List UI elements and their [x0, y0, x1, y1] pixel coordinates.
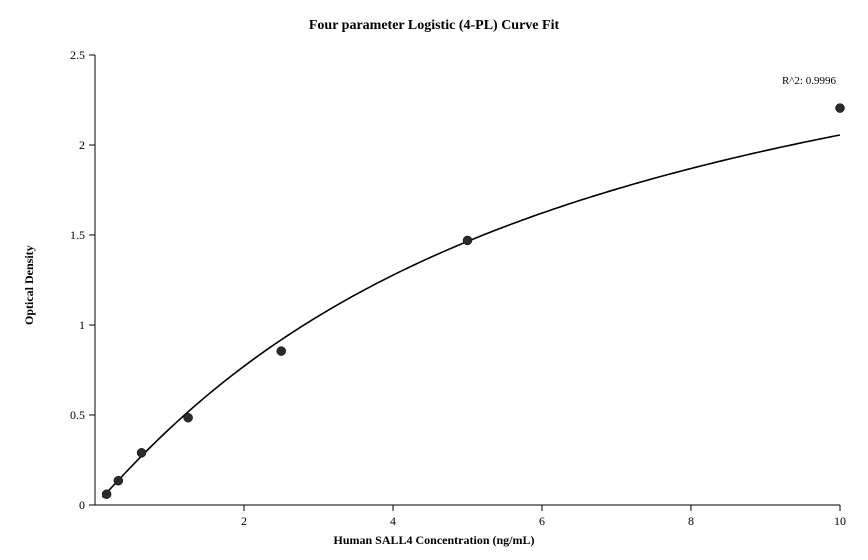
x-tick-label: 10 [834, 514, 846, 528]
data-point [184, 413, 193, 422]
data-point [463, 236, 472, 245]
data-point [836, 104, 845, 113]
x-tick-label: 6 [539, 514, 545, 528]
data-point [102, 490, 111, 499]
x-tick-label: 2 [241, 514, 247, 528]
y-tick-label: 1.5 [70, 228, 85, 242]
x-tick-label: 4 [390, 514, 396, 528]
fit-curve [102, 135, 840, 497]
y-tick-label: 0.5 [70, 408, 85, 422]
y-tick-label: 0 [79, 498, 85, 512]
plot-svg: 0 0.5 1 1.5 2 2.5 2 4 6 8 10 [0, 0, 868, 560]
y-tick-label: 2.5 [70, 48, 85, 62]
x-tick-label: 8 [688, 514, 694, 528]
y-tick-label: 1 [79, 318, 85, 332]
data-point [277, 347, 286, 356]
chart-container: Four parameter Logistic (4-PL) Curve Fit… [0, 0, 868, 560]
data-point [137, 448, 146, 457]
y-tick-label: 2 [79, 138, 85, 152]
data-point [114, 476, 123, 485]
